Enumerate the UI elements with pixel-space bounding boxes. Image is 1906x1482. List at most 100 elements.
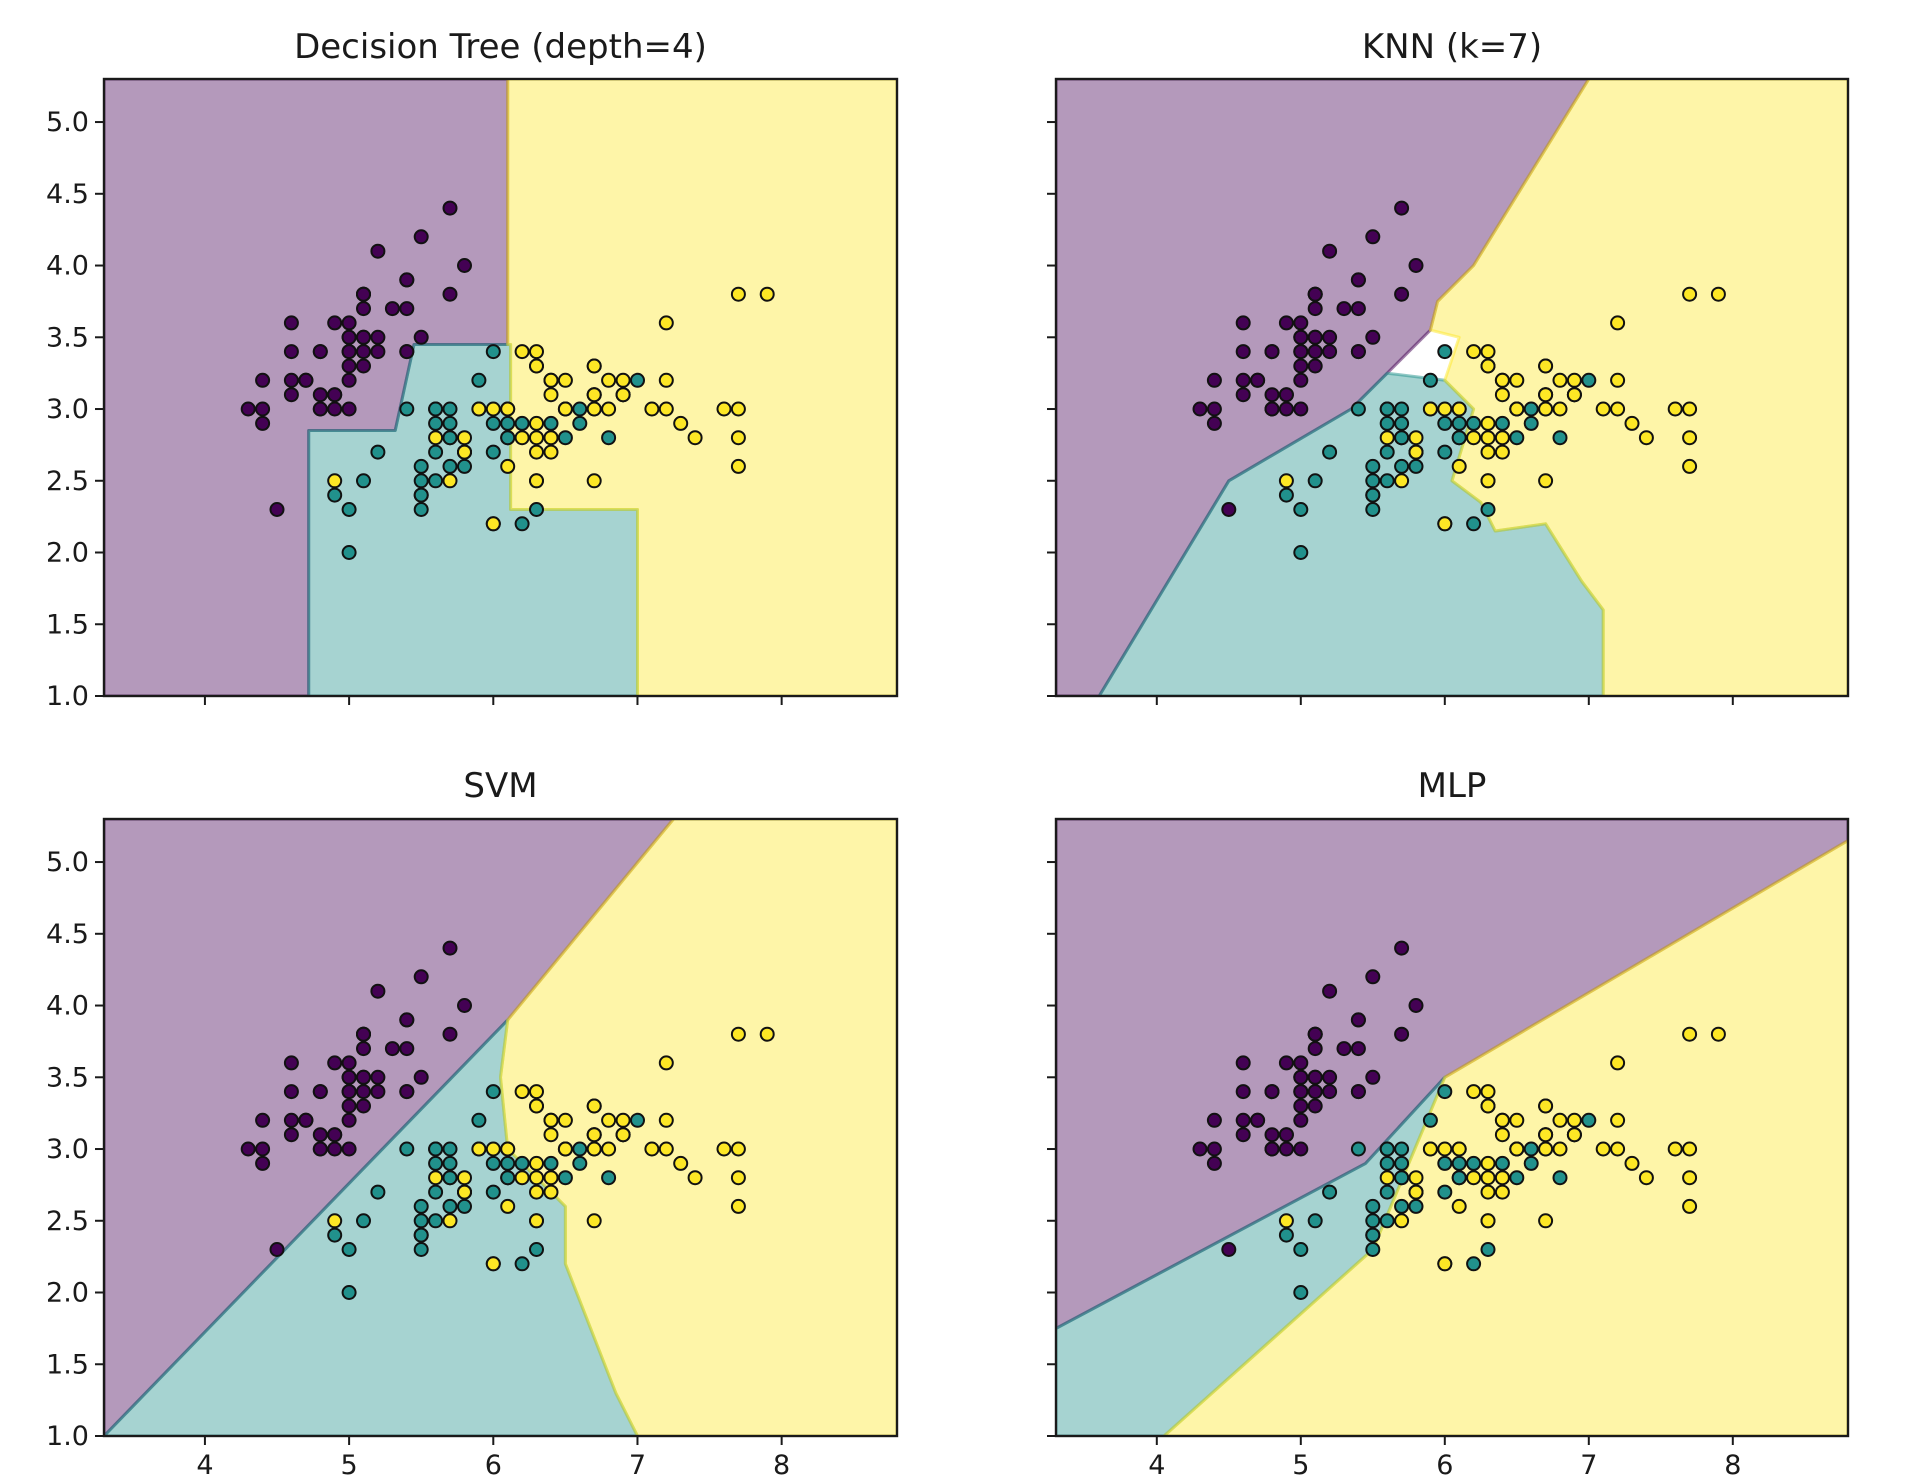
y-tick-label: 2.5 (46, 466, 89, 497)
data-point (658, 315, 674, 331)
data-point (543, 387, 559, 403)
data-point (442, 286, 458, 302)
data-point (1581, 1112, 1597, 1128)
data-point (529, 1170, 544, 1186)
data-point (1610, 1141, 1626, 1157)
data-point (1466, 516, 1482, 532)
data-point (1682, 1198, 1698, 1214)
data-point (1293, 1084, 1309, 1100)
data-point (630, 372, 645, 388)
data-point (1350, 1141, 1366, 1157)
data-point (457, 458, 472, 474)
data-point (1566, 387, 1582, 403)
data-point (370, 1184, 386, 1200)
data-point (327, 1055, 343, 1071)
data-point (1206, 1141, 1222, 1157)
data-point (557, 372, 573, 388)
data-point (1394, 415, 1410, 431)
data-point (1437, 1084, 1453, 1100)
data-point (485, 1256, 501, 1272)
data-point (255, 1155, 271, 1171)
data-point (1509, 1141, 1525, 1157)
data-point (428, 415, 444, 431)
data-point (312, 1084, 328, 1100)
data-point (529, 444, 544, 460)
data-point (1480, 502, 1496, 517)
data-point (283, 1055, 299, 1071)
data-point (1566, 372, 1582, 388)
data-point (1293, 329, 1309, 345)
data-point (428, 1155, 444, 1171)
data-point (572, 401, 588, 417)
data-point (1235, 344, 1251, 360)
data-point (485, 1141, 501, 1157)
data-point (442, 940, 458, 956)
data-point (586, 387, 602, 403)
data-point (1624, 1155, 1640, 1171)
data-point (327, 315, 343, 331)
data-point (1307, 1084, 1323, 1100)
data-point (370, 983, 386, 999)
data-point (1494, 415, 1510, 431)
data-point (514, 344, 530, 360)
data-point (1480, 1184, 1496, 1200)
data-point (1494, 1127, 1510, 1143)
data-point (1538, 473, 1554, 489)
data-point (1322, 344, 1338, 360)
data-point (1379, 1141, 1395, 1157)
data-point (341, 1141, 357, 1157)
data-point (1451, 458, 1467, 474)
data-point (356, 344, 371, 360)
data-point (1538, 1213, 1554, 1229)
data-point (1408, 430, 1424, 446)
data-point (413, 1213, 429, 1229)
data-point (341, 372, 357, 388)
data-point (1293, 358, 1309, 374)
x-tick-label: 6 (1436, 1450, 1453, 1481)
data-point (341, 329, 357, 345)
data-point (399, 344, 415, 360)
data-point (1494, 430, 1510, 446)
data-point (341, 502, 357, 517)
data-point (356, 1041, 371, 1057)
data-point (1350, 1041, 1366, 1057)
data-point (601, 1170, 617, 1186)
data-point (413, 502, 429, 517)
data-point (1466, 344, 1482, 360)
data-point (1451, 1198, 1467, 1214)
data-point (687, 1170, 703, 1186)
data-point (1365, 502, 1381, 517)
y-tick-label: 2.0 (46, 1278, 89, 1309)
data-point (1235, 372, 1251, 388)
data-point (1682, 286, 1698, 302)
data-point (1350, 1084, 1366, 1100)
y-tick-label: 4.5 (46, 919, 89, 950)
data-point (529, 1084, 544, 1100)
data-point (413, 1242, 429, 1257)
data-point (1509, 372, 1525, 388)
data-point (1379, 401, 1395, 417)
data-point (586, 473, 602, 489)
data-point (759, 286, 775, 302)
data-point (485, 1084, 501, 1100)
data-point (1480, 1098, 1496, 1114)
data-point (1192, 401, 1208, 417)
data-point (341, 1098, 357, 1114)
data-point (1523, 415, 1539, 431)
data-point (370, 1084, 386, 1100)
data-point (442, 1213, 458, 1229)
data-point (356, 329, 371, 345)
data-point (1437, 516, 1453, 532)
data-point (615, 372, 631, 388)
data-point (1264, 1141, 1280, 1157)
data-point (529, 344, 544, 360)
data-point (399, 401, 415, 417)
panel-title: Decision Tree (depth=4) (294, 27, 707, 67)
data-point (1379, 1170, 1395, 1186)
data-point (716, 1141, 732, 1157)
data-point (1509, 401, 1525, 417)
data-point (442, 1026, 458, 1042)
data-point (529, 502, 544, 517)
data-point (442, 200, 458, 216)
x-tick-label: 7 (1580, 1450, 1597, 1481)
